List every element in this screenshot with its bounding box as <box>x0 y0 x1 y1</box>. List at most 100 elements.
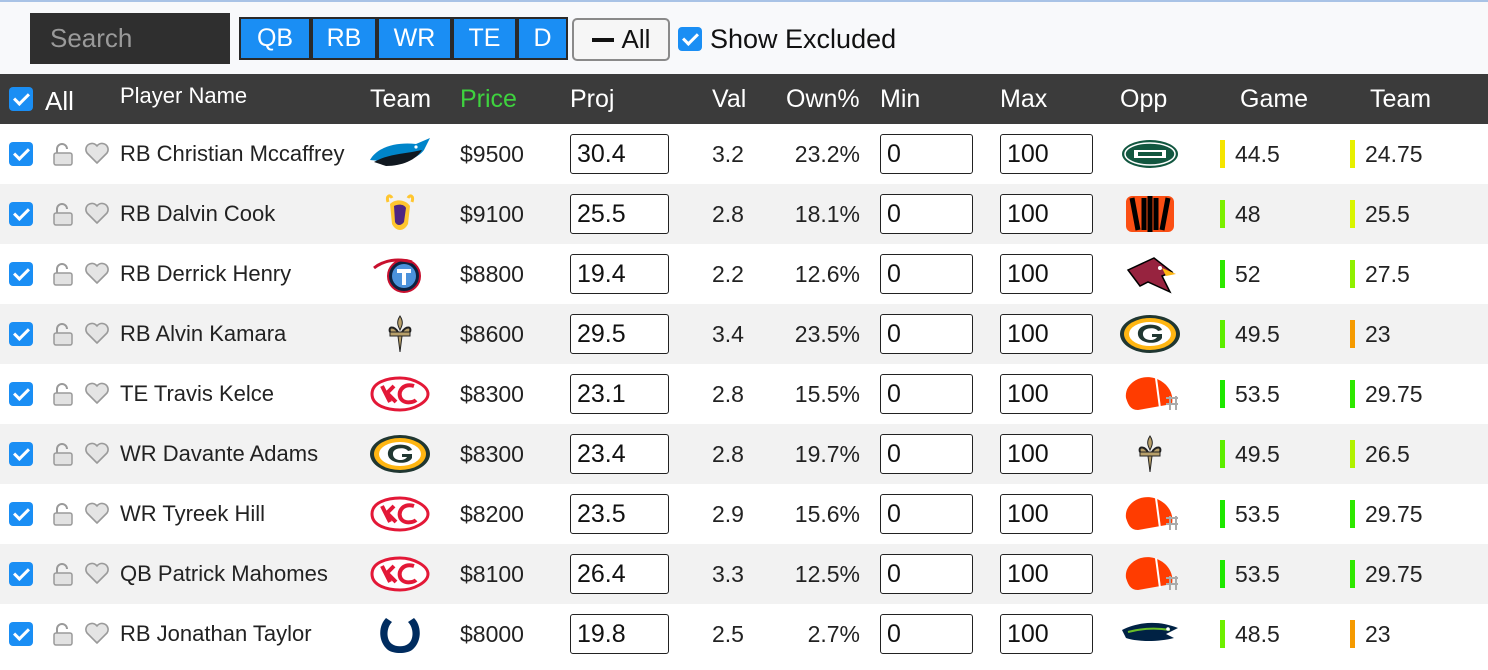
game-total-bar <box>1220 620 1225 648</box>
min-input[interactable] <box>880 554 973 594</box>
proj-input[interactable] <box>570 494 669 534</box>
header-team-total[interactable]: Team <box>1370 84 1432 113</box>
max-input[interactable] <box>1000 194 1093 234</box>
row-select-checkbox[interactable] <box>9 262 33 286</box>
position-filter-rb[interactable]: RB <box>313 19 375 58</box>
unlock-icon[interactable] <box>51 502 75 526</box>
row-select-toggle[interactable] <box>9 304 33 364</box>
max-input[interactable] <box>1000 374 1093 414</box>
min-input[interactable] <box>880 134 973 174</box>
max-input[interactable] <box>1000 494 1093 534</box>
proj-input[interactable] <box>570 254 669 294</box>
row-select-checkbox[interactable] <box>9 622 33 646</box>
header-own[interactable]: Own% <box>786 84 860 113</box>
row-select-toggle[interactable] <box>9 244 33 304</box>
team-total-bar <box>1350 320 1355 348</box>
unlock-icon[interactable] <box>51 442 75 466</box>
min-input[interactable] <box>880 314 973 354</box>
unlock-icon[interactable] <box>51 142 75 166</box>
unlock-icon[interactable] <box>51 202 75 226</box>
max-input[interactable] <box>1000 434 1093 474</box>
header-team[interactable]: Team <box>370 84 432 113</box>
min-cell <box>880 244 973 304</box>
team-total-bar <box>1350 440 1355 468</box>
proj-input[interactable] <box>570 194 669 234</box>
row-select-checkbox[interactable] <box>9 142 33 166</box>
min-input[interactable] <box>880 194 973 234</box>
all-positions-button[interactable]: All <box>572 18 670 61</box>
heart-icon[interactable] <box>84 141 110 165</box>
unlock-icon[interactable] <box>51 622 75 646</box>
colts-logo <box>368 612 432 656</box>
heart-icon[interactable] <box>84 201 110 225</box>
min-input[interactable] <box>880 374 973 414</box>
header-player-name[interactable]: Player Name <box>120 83 248 108</box>
heart-icon[interactable] <box>84 381 110 405</box>
min-input[interactable] <box>880 434 973 474</box>
position-filter-te[interactable]: TE <box>454 19 515 58</box>
proj-input[interactable] <box>570 554 669 594</box>
heart-icon[interactable] <box>84 441 110 465</box>
min-input[interactable] <box>880 494 973 534</box>
row-select-toggle[interactable] <box>9 544 33 604</box>
row-select-checkbox[interactable] <box>9 502 33 526</box>
header-proj[interactable]: Proj <box>570 84 615 113</box>
proj-input[interactable] <box>570 314 669 354</box>
game-total-value: 53.5 <box>1235 500 1280 527</box>
header-game[interactable]: Game <box>1240 84 1309 113</box>
position-filter-wr[interactable]: WR <box>379 19 450 58</box>
player-name: WR Tyreek Hill <box>120 501 266 526</box>
row-select-toggle[interactable] <box>9 124 33 184</box>
max-input[interactable] <box>1000 254 1093 294</box>
team-total-value: 29.75 <box>1365 500 1423 527</box>
proj-input[interactable] <box>570 374 669 414</box>
row-select-checkbox[interactable] <box>9 202 33 226</box>
heart-icon[interactable] <box>84 561 110 585</box>
max-input[interactable] <box>1000 314 1093 354</box>
unlock-icon[interactable] <box>51 322 75 346</box>
header-opp[interactable]: Opp <box>1120 84 1168 113</box>
unlock-icon[interactable] <box>51 262 75 286</box>
header-max[interactable]: Max <box>1000 84 1048 113</box>
proj-cell <box>570 124 669 184</box>
row-select-checkbox[interactable] <box>9 442 33 466</box>
show-excluded-toggle[interactable]: Show Excluded <box>678 24 896 54</box>
team-total-value: 26.5 <box>1365 440 1410 467</box>
max-input[interactable] <box>1000 614 1093 654</box>
search-input[interactable] <box>30 13 230 64</box>
browns-logo <box>1118 372 1182 416</box>
row-select-checkbox[interactable] <box>9 382 33 406</box>
game-total: 49.5 <box>1220 424 1280 484</box>
show-excluded-checkbox[interactable] <box>678 27 702 51</box>
row-select-toggle[interactable] <box>9 424 33 484</box>
proj-cell <box>570 424 669 484</box>
heart-icon[interactable] <box>84 261 110 285</box>
proj-input[interactable] <box>570 434 669 474</box>
row-select-checkbox[interactable] <box>9 322 33 346</box>
select-all-toggle[interactable] <box>9 74 33 124</box>
heart-icon[interactable] <box>84 321 110 345</box>
heart-icon[interactable] <box>84 501 110 525</box>
row-select-checkbox[interactable] <box>9 562 33 586</box>
position-filter-qb[interactable]: QB <box>241 19 309 58</box>
row-select-toggle[interactable] <box>9 184 33 244</box>
proj-input[interactable] <box>570 614 669 654</box>
min-input[interactable] <box>880 254 973 294</box>
select-all-checkbox[interactable] <box>9 87 33 111</box>
unlock-icon[interactable] <box>51 562 75 586</box>
header-val[interactable]: Val <box>712 84 747 113</box>
header-price[interactable]: Price <box>460 84 517 113</box>
row-select-toggle[interactable] <box>9 604 33 664</box>
header-min[interactable]: Min <box>880 84 921 113</box>
heart-icon[interactable] <box>84 621 110 645</box>
row-select-toggle[interactable] <box>9 484 33 544</box>
unlock-icon[interactable] <box>51 382 75 406</box>
max-cell <box>1000 304 1093 364</box>
max-input[interactable] <box>1000 134 1093 174</box>
proj-input[interactable] <box>570 134 669 174</box>
row-select-toggle[interactable] <box>9 364 33 424</box>
min-input[interactable] <box>880 614 973 654</box>
seahawks-logo <box>1118 612 1182 656</box>
position-filter-d[interactable]: D <box>519 19 566 58</box>
max-input[interactable] <box>1000 554 1093 594</box>
